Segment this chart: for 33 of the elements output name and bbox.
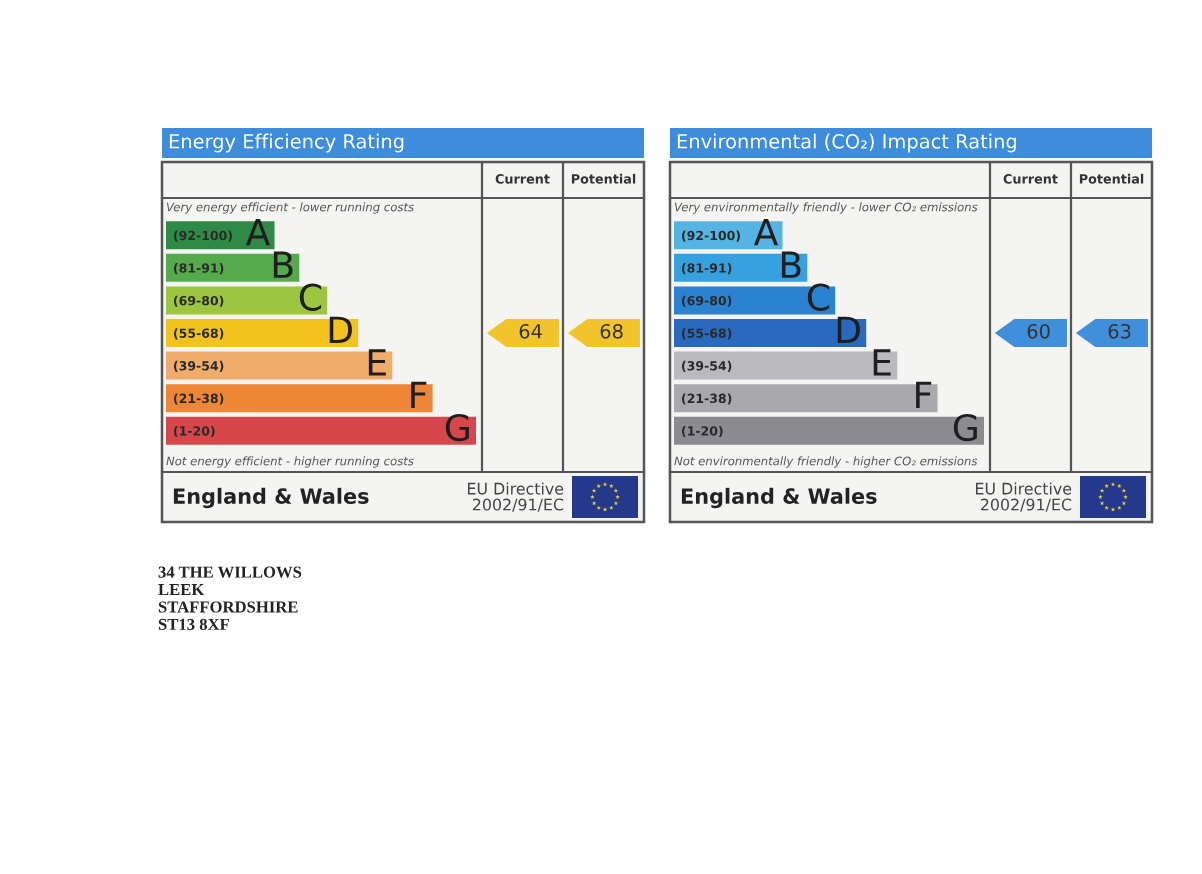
bar	[166, 384, 433, 413]
annotation: G	[953, 413, 977, 442]
annotation: A	[753, 218, 779, 246]
bar	[674, 384, 938, 413]
annotation: C	[807, 283, 830, 311]
bar	[166, 351, 393, 380]
bar	[166, 318, 359, 348]
bar	[166, 416, 476, 445]
annotation: A	[245, 218, 271, 246]
annotation: D	[837, 316, 860, 343]
text: England & Wales	[173, 487, 369, 509]
data-label: 68	[600, 323, 623, 339]
chart-title: Environmental (CO₂) Impact Rating	[677, 133, 1017, 153]
annotation: F	[411, 381, 427, 409]
annotation: E	[368, 349, 386, 376]
annotation: C	[299, 283, 322, 311]
data-label: 64	[519, 323, 542, 339]
bar	[674, 318, 867, 348]
bar	[674, 416, 984, 445]
annotation: B	[273, 251, 293, 278]
annotation: D	[329, 316, 352, 343]
annotation: F	[916, 381, 932, 409]
bar	[674, 351, 898, 380]
chart-title: Energy Efficiency Rating	[169, 133, 404, 153]
text: England & Wales	[681, 487, 877, 509]
bar	[166, 286, 328, 315]
bar	[674, 286, 836, 315]
data-label: 63	[1108, 323, 1131, 339]
text: 34 THE WILLOWS LEEK STAFFORDSHIRE ST13 8XF	[158, 566, 302, 631]
data-label: 60	[1027, 323, 1050, 339]
annotation: E	[873, 349, 891, 376]
annotation: G	[445, 413, 469, 442]
annotation: B	[781, 251, 801, 278]
